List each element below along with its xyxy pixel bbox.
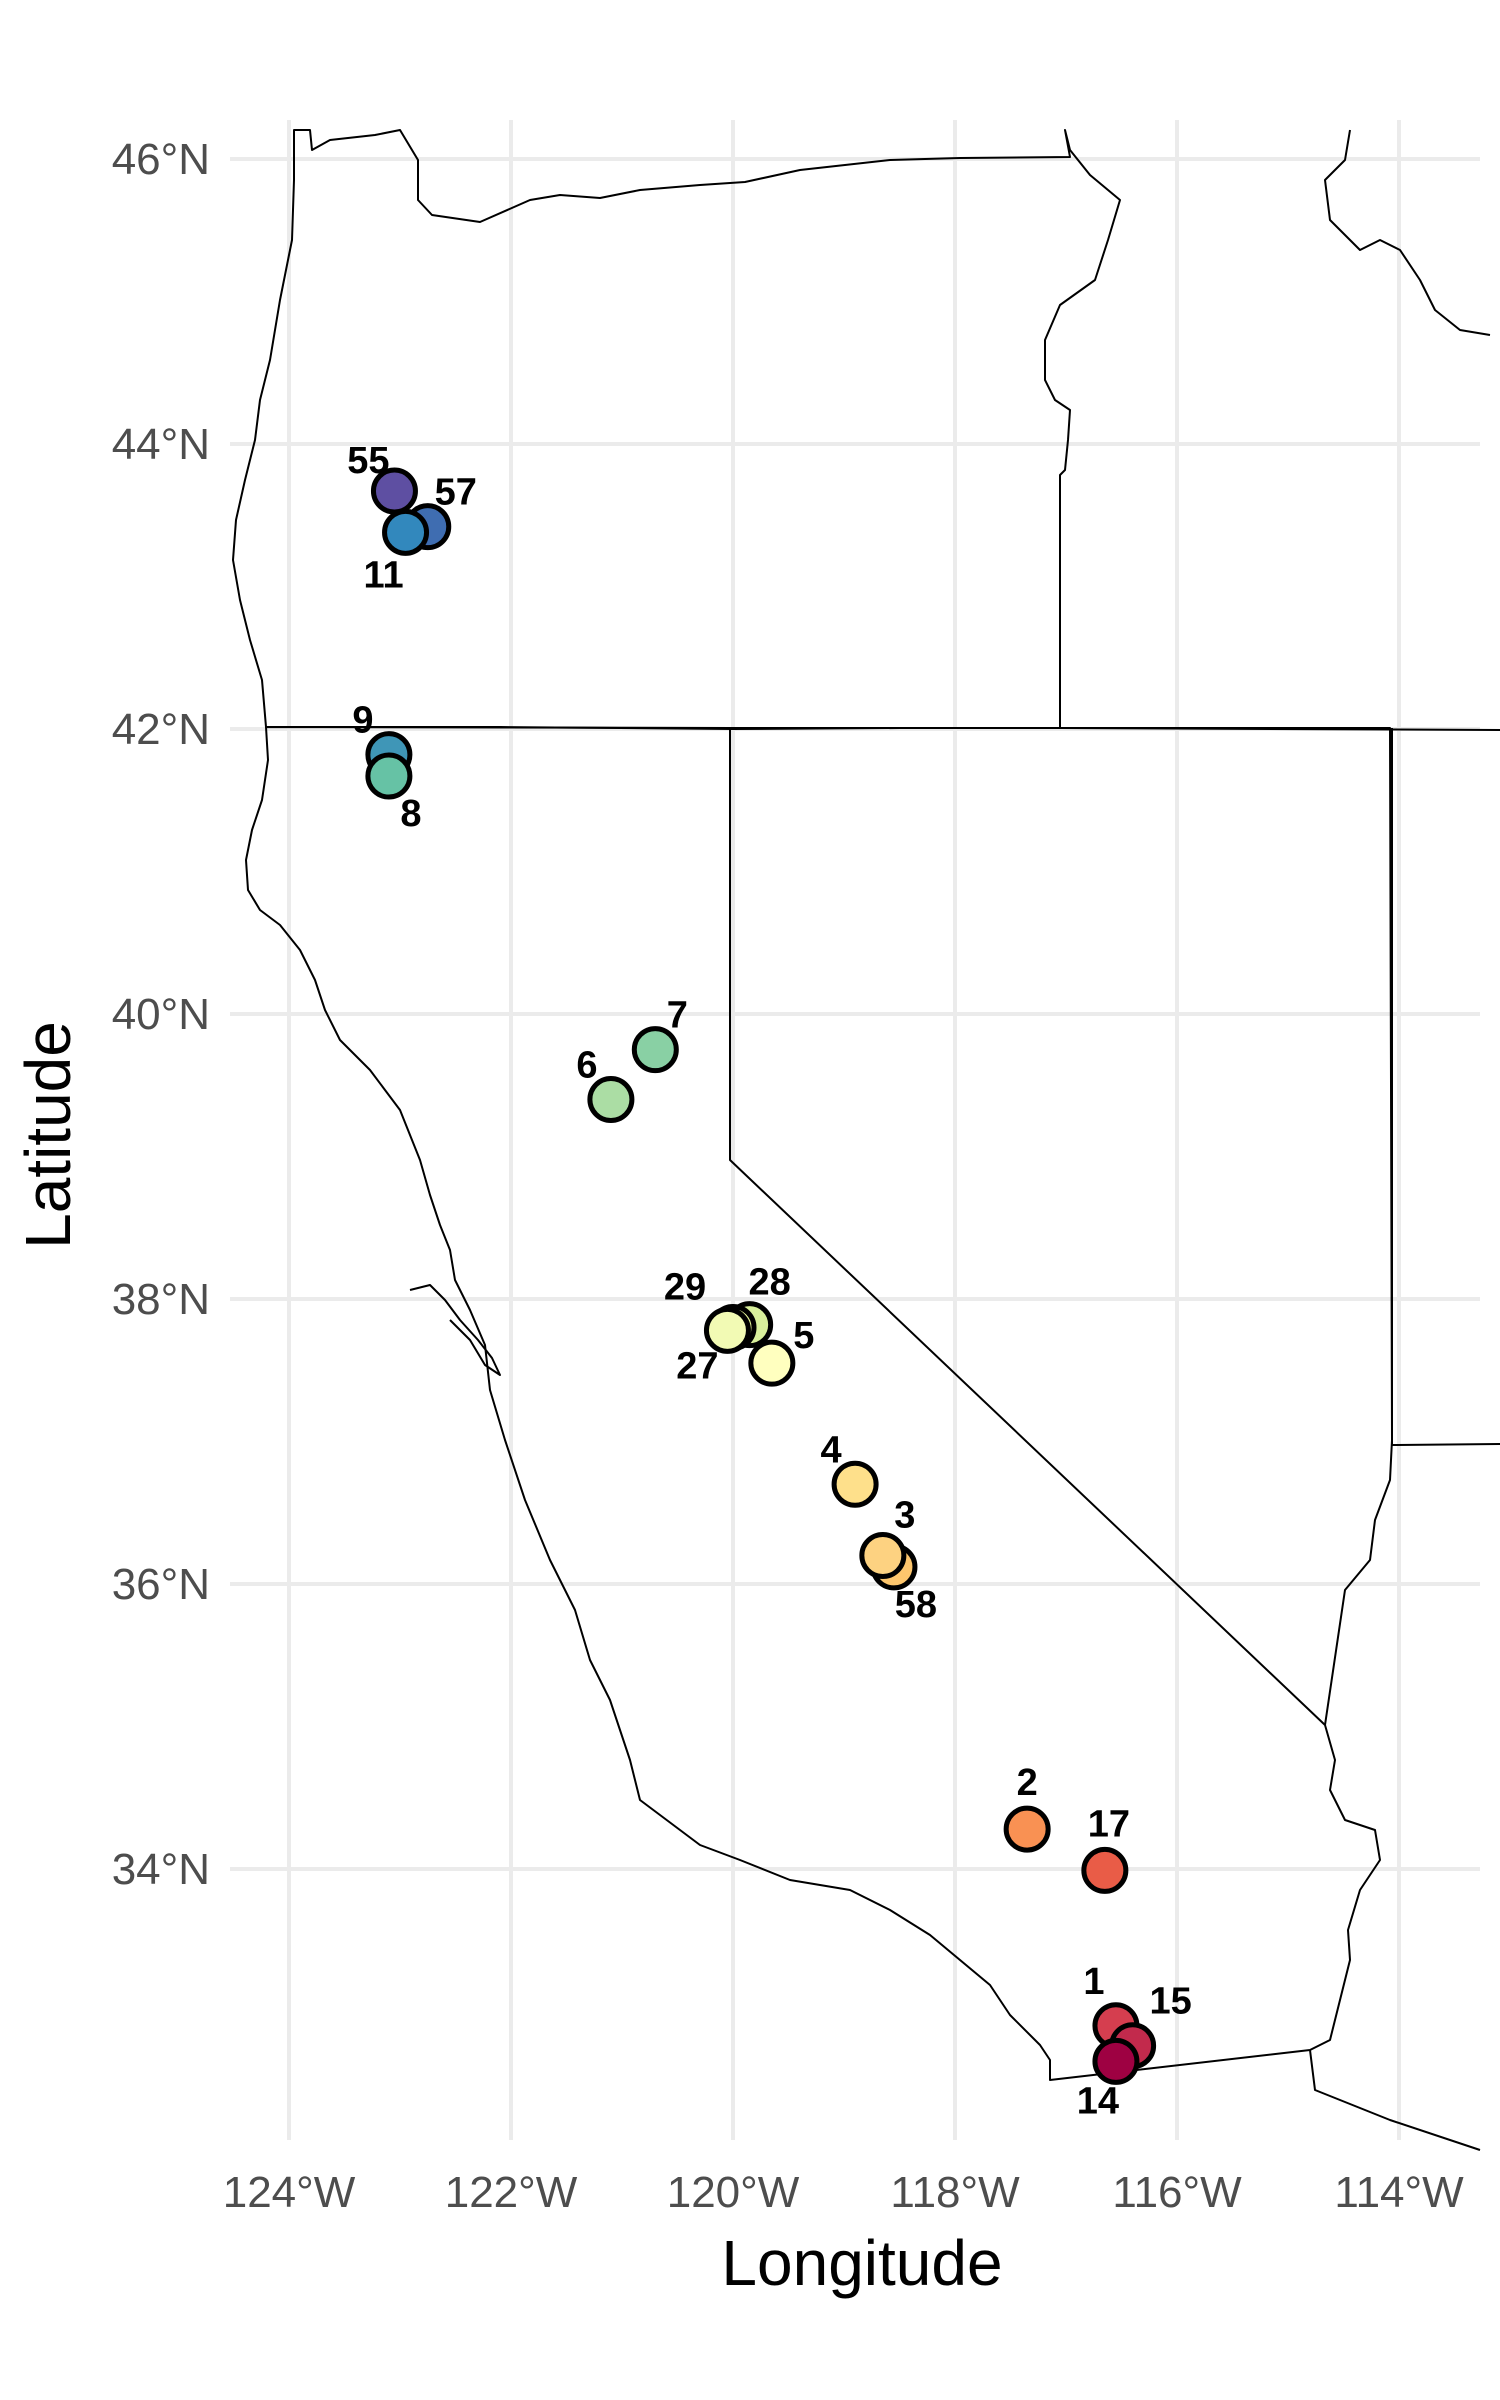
y-tick-label: 40°N [112, 990, 210, 1039]
sf-bay [409, 1284, 501, 1376]
y-tick-label: 38°N [112, 1275, 210, 1324]
gridlines [230, 120, 1480, 2140]
site-marker-6 [587, 1076, 635, 1123]
y-axis-ticks: 46°N 44°N 42°N 40°N 38°N 36°N 34°N [112, 135, 210, 1894]
site-label-9: 9 [352, 700, 373, 742]
x-tick-label: 116°W [1112, 2168, 1242, 2217]
site-label-2: 2 [1017, 1762, 1038, 1804]
oregon-outline [232, 129, 1121, 730]
utah-line [1391, 728, 1500, 1446]
x-tick-label: 114°W [1334, 2168, 1464, 2217]
y-tick-label: 42°N [112, 705, 210, 754]
x-tick-label: 120°W [667, 2168, 800, 2217]
site-label-3: 3 [894, 1495, 915, 1537]
site-marker-7 [631, 1026, 679, 1074]
x-tick-label: 122°W [445, 2168, 578, 2217]
x-axis-ticks: 124°W 122°W 120°W 118°W 116°W 114°W [223, 2168, 1464, 2217]
site-label-57: 57 [435, 472, 477, 514]
site-label-58: 58 [895, 1584, 937, 1626]
y-tick-label: 34°N [112, 1845, 210, 1894]
site-marker-17 [1081, 1846, 1129, 1894]
site-label-17: 17 [1088, 1803, 1130, 1845]
site-marker-2 [1003, 1805, 1051, 1853]
site-label-6: 6 [576, 1045, 597, 1087]
site-labels: 55 57 11 9 8 7 6 28 29 27 5 4 58 3 2 17 1 15 14 [347, 440, 1191, 2122]
site-marker-5 [748, 1339, 796, 1387]
california-outline [245, 726, 1381, 2081]
arizona-line [1309, 2049, 1481, 2151]
site-marker-11 [382, 508, 430, 556]
site-marker-8 [365, 752, 413, 800]
site-label-28: 28 [749, 1262, 791, 1304]
x-axis-title: Longitude [721, 2227, 1002, 2299]
y-axis-title: Latitude [12, 1021, 84, 1249]
site-marker-4 [831, 1460, 879, 1508]
site-markers [365, 467, 1157, 2085]
site-marker-14 [1092, 2037, 1140, 2085]
nevada-outline [730, 727, 1393, 1726]
site-label-7: 7 [667, 995, 688, 1037]
x-tick-label: 118°W [890, 2168, 1020, 2217]
state-borders [232, 129, 1500, 2151]
site-label-11: 11 [363, 554, 403, 596]
site-label-14: 14 [1077, 2080, 1119, 2122]
site-label-4: 4 [821, 1429, 842, 1471]
site-label-29: 29 [664, 1267, 706, 1309]
x-tick-label: 124°W [223, 2168, 356, 2217]
idaho-outline [1324, 129, 1491, 336]
y-tick-label: 46°N [112, 135, 210, 184]
site-marker-3 [859, 1532, 907, 1579]
y-tick-label: 44°N [112, 420, 210, 469]
site-label-1: 1 [1083, 1961, 1104, 2003]
site-label-5: 5 [793, 1315, 814, 1357]
site-label-27: 27 [676, 1345, 718, 1387]
site-marker-27 [703, 1306, 751, 1354]
site-label-8: 8 [400, 793, 421, 835]
y-tick-label: 36°N [112, 1560, 210, 1609]
site-label-55: 55 [347, 440, 389, 482]
site-label-15: 15 [1149, 1981, 1191, 2023]
